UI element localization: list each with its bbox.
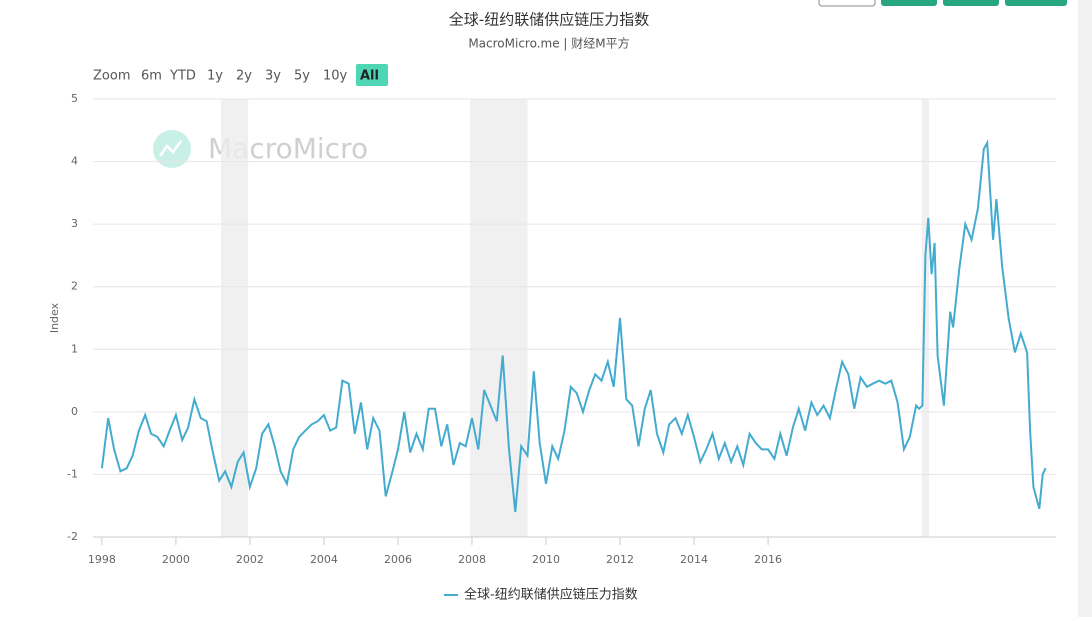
y-tick-label: 0 [71, 405, 78, 418]
range-button[interactable]: 1y [207, 69, 223, 84]
y-tick-label: -1 [67, 467, 78, 480]
y-tick-label: 1 [71, 342, 78, 355]
range-button[interactable]: 6m [141, 69, 162, 84]
top-button[interactable] [943, 0, 999, 6]
shaded-period [470, 99, 528, 537]
range-button: Zoom [93, 69, 130, 84]
chart-subtitle: MacroMicro.me | 财经M平方 [468, 36, 629, 51]
range-button[interactable]: 3y [265, 69, 281, 84]
shaded-period [221, 99, 249, 537]
range-button-active[interactable] [356, 64, 388, 86]
y-tick-label: 4 [71, 155, 78, 168]
x-tick-label: 2000 [162, 553, 190, 566]
range-button[interactable]: 10y [323, 69, 348, 84]
x-tick-label: 2006 [384, 553, 412, 566]
shaded-period [921, 99, 930, 537]
watermark-logo-line [158, 140, 183, 157]
line-series [100, 139, 1047, 513]
x-tick-label: 1998 [88, 553, 116, 566]
x-tick-label: 2004 [310, 553, 338, 566]
chart-title: 全球-纽约联储供应链压力指数 [449, 11, 649, 29]
top-button[interactable] [1005, 0, 1067, 6]
x-tick-label: 2016 [754, 553, 782, 566]
watermark-logo [153, 130, 191, 168]
y-tick-label: 3 [71, 217, 78, 230]
y-axis-label: Index [48, 302, 61, 333]
x-tick-label: 2008 [458, 553, 486, 566]
x-tick-label: 2002 [236, 553, 264, 566]
scrollbar [1078, 0, 1092, 617]
x-tick-label: 2012 [606, 553, 634, 566]
x-tick-label: 2014 [680, 553, 708, 566]
x-tick-label: 2010 [532, 553, 560, 566]
watermark: MacroMicro [153, 130, 368, 168]
top-button[interactable] [881, 0, 937, 6]
top-button[interactable] [818, 0, 876, 7]
range-button[interactable]: All [360, 69, 379, 84]
range-button[interactable]: 5y [294, 69, 310, 84]
range-button[interactable]: YTD [169, 69, 196, 84]
legend-label[interactable]: 全球-纽约联储供应链压力指数 [464, 587, 638, 603]
y-tick-label: 5 [71, 92, 78, 105]
y-tick-label: -2 [67, 530, 78, 543]
range-button[interactable]: 2y [236, 69, 252, 84]
y-tick-label: 2 [71, 280, 78, 293]
